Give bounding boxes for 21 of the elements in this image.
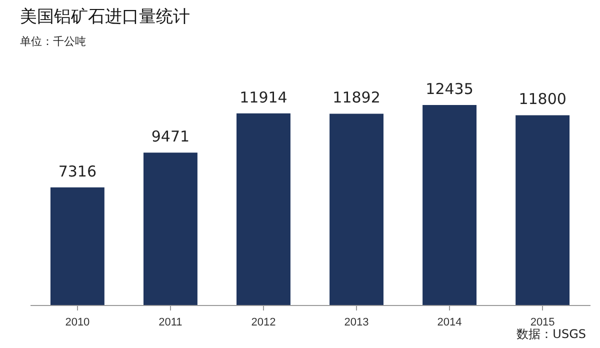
x-tick-label: 2011 bbox=[158, 316, 182, 328]
x-tick-label: 2010 bbox=[65, 316, 90, 328]
data-label: 11892 bbox=[332, 88, 380, 107]
x-tick-label: 2012 bbox=[251, 316, 276, 328]
bar bbox=[236, 113, 290, 305]
bar bbox=[50, 187, 104, 305]
bar bbox=[422, 105, 477, 305]
x-tick-label: 2014 bbox=[437, 316, 462, 328]
bar bbox=[516, 115, 570, 305]
data-label: 7316 bbox=[58, 162, 97, 180]
bar bbox=[143, 152, 198, 305]
chart-subtitle: 单位：千公吨 bbox=[20, 35, 86, 48]
data-label: 9471 bbox=[151, 128, 190, 146]
chart-title: 美国铝矿石进口量统计 bbox=[20, 7, 190, 27]
data-label: 11914 bbox=[240, 88, 288, 106]
x-tick-label: 2013 bbox=[344, 316, 369, 328]
text: 数据：USGS bbox=[516, 326, 586, 343]
data-label: 11800 bbox=[518, 90, 566, 108]
x-tick-label: 2015 bbox=[530, 316, 555, 328]
bar bbox=[330, 114, 384, 305]
data-label: 12435 bbox=[426, 80, 474, 98]
